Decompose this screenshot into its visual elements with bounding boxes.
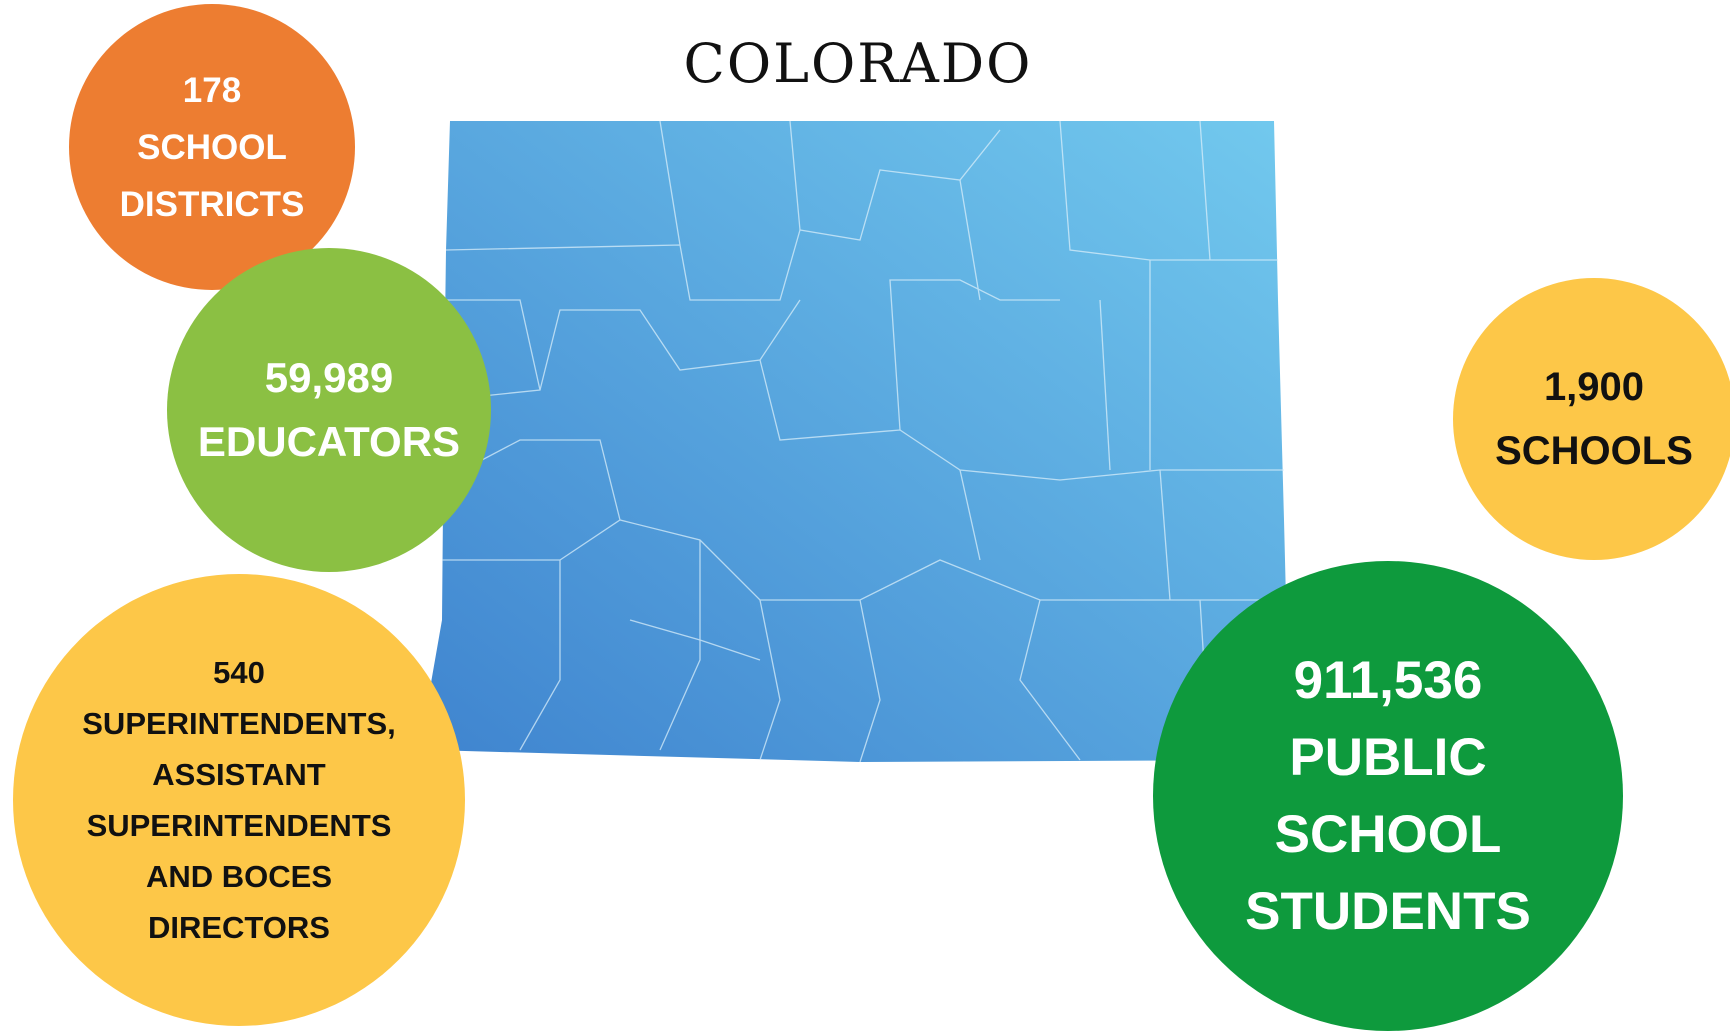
stat-bubble: 911,536 PUBLIC SCHOOL STUDENTS <box>1153 561 1623 1031</box>
stat-line: AND BOCES <box>145 859 332 894</box>
stat-line: SCHOOLS <box>1495 429 1693 473</box>
stat-bubble: 178 SCHOOL DISTRICTS <box>69 4 355 290</box>
stat-line: SUPERINTENDENTS <box>86 808 392 843</box>
stat-line: DIRECTORS <box>147 910 330 945</box>
stat-line: STUDENTS <box>1245 882 1531 941</box>
stat-line: SCHOOL <box>1274 805 1502 864</box>
stat-line: 911,536 <box>1293 651 1483 710</box>
stat-line: 178 <box>182 70 242 110</box>
stat-line: SCHOOL <box>137 127 287 167</box>
stat-line: 1,900 <box>1543 365 1645 409</box>
stat-bubble: 540 SUPERINTENDENTS, ASSISTANT SUPERINTENDE… <box>13 574 465 1026</box>
stat-line: PUBLIC <box>1289 728 1487 787</box>
stat-line: 59,989 <box>264 354 394 401</box>
title: COLORADO <box>683 32 1033 95</box>
stat-bubble: 1,900 SCHOOLS <box>1453 278 1730 560</box>
stat-line: SUPERINTENDENTS, <box>82 706 396 741</box>
stat-bubble: 59,989 EDUCATORS <box>167 248 491 572</box>
stat-line: ASSISTANT <box>152 757 326 792</box>
county-lines <box>442 120 1290 763</box>
stat-line: DISTRICTS <box>119 184 305 224</box>
state-shape <box>428 121 1290 762</box>
stat-line: 540 <box>213 655 265 690</box>
stat-line: EDUCATORS <box>197 418 461 465</box>
